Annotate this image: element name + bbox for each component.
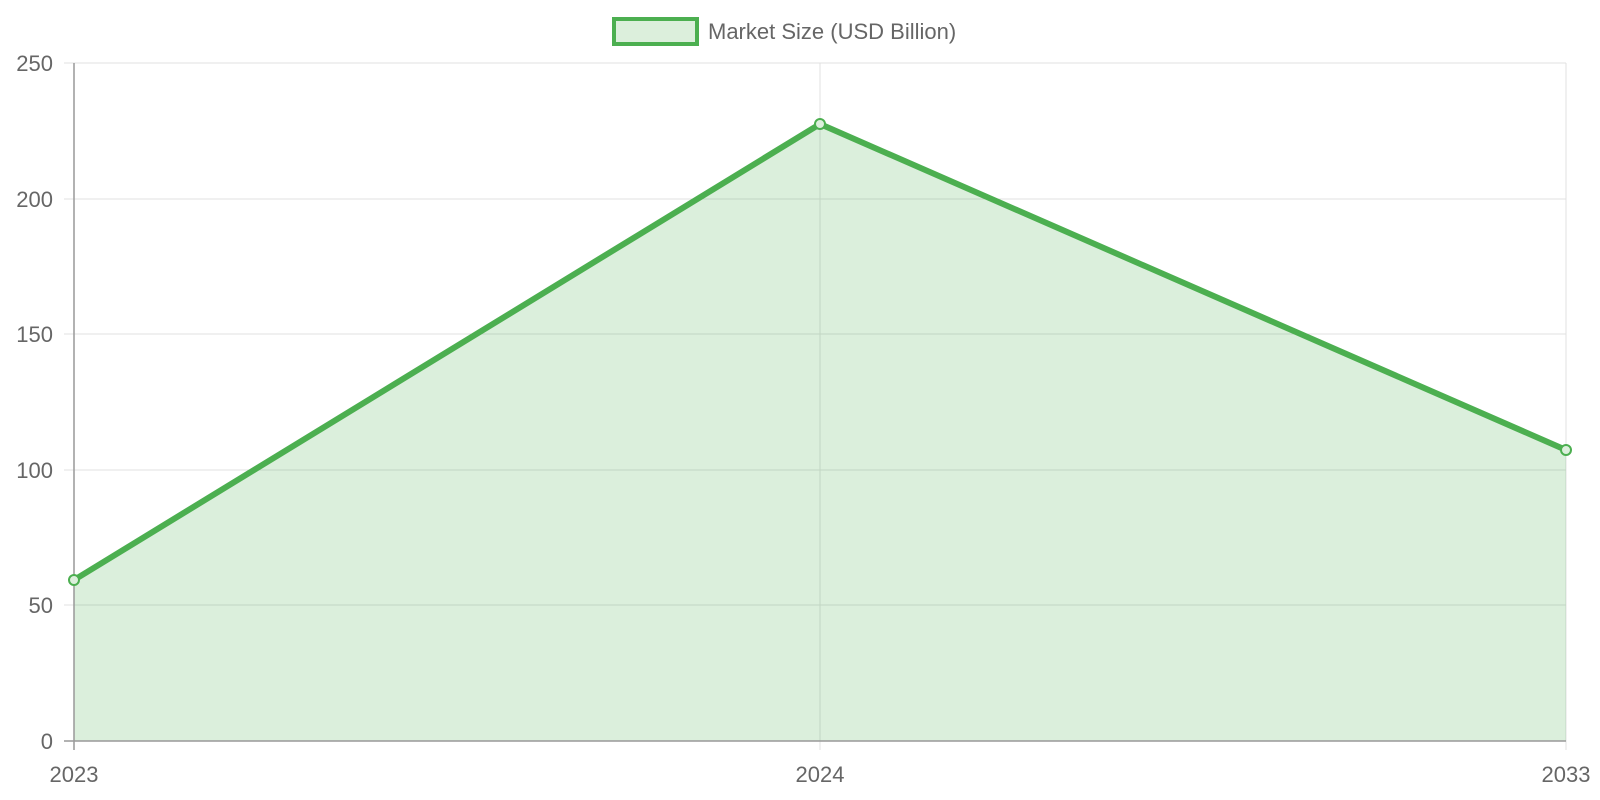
data-point-2023[interactable] bbox=[68, 574, 80, 586]
x-tick: 2023 bbox=[50, 762, 99, 787]
y-tick: 100 bbox=[16, 458, 53, 483]
y-tick-labels: 250 200 150 100 50 0 bbox=[16, 51, 53, 754]
y-tick: 200 bbox=[16, 187, 53, 212]
area-fill bbox=[74, 124, 1566, 741]
data-points[interactable] bbox=[68, 118, 1572, 586]
legend-label: Market Size (USD Billion) bbox=[708, 19, 956, 44]
legend[interactable]: Market Size (USD Billion) bbox=[612, 17, 956, 46]
y-tick: 0 bbox=[41, 729, 53, 754]
y-tick: 150 bbox=[16, 322, 53, 347]
x-tick: 2024 bbox=[796, 762, 845, 787]
data-point-2024[interactable] bbox=[814, 118, 826, 130]
x-gridlines bbox=[819, 63, 1567, 750]
data-point-2033[interactable] bbox=[1560, 444, 1572, 456]
y-tick: 50 bbox=[29, 593, 53, 618]
y-gridlines bbox=[64, 62, 1566, 606]
x-tick: 2033 bbox=[1542, 762, 1591, 787]
x-tick-labels: 2023 2024 2033 bbox=[50, 762, 1591, 787]
y-tick: 250 bbox=[16, 51, 53, 76]
legend-swatch bbox=[612, 17, 699, 46]
